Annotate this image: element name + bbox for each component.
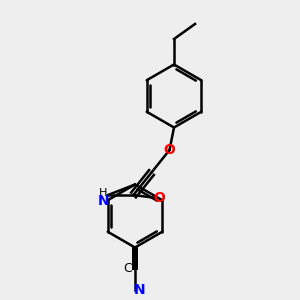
Text: O: O (164, 143, 175, 157)
Text: N: N (98, 194, 109, 208)
Text: N: N (134, 283, 145, 296)
Text: C: C (123, 262, 132, 275)
Text: O: O (153, 191, 165, 205)
Text: H: H (99, 188, 108, 199)
